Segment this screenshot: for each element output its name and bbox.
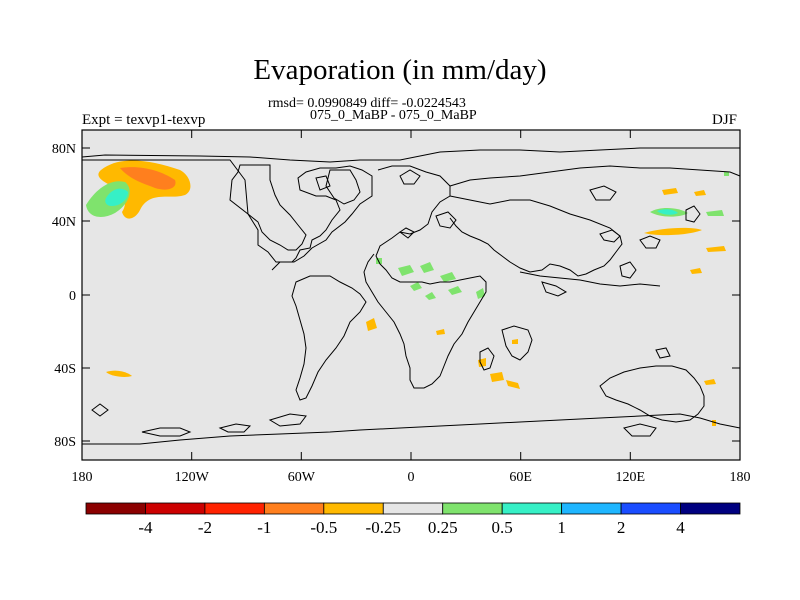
patch-green: [724, 172, 729, 176]
lon-tick-label: 120E: [616, 470, 646, 485]
colorbar-label: -4: [115, 518, 175, 538]
lat-tick-label: 40N: [52, 215, 76, 230]
colorbar-swatch: [205, 503, 264, 514]
colorbar-swatch: [443, 503, 502, 514]
lat-tick-label: 80S: [54, 435, 76, 450]
colorbar-label: -0.5: [294, 518, 354, 538]
lat-tick-label: 40S: [54, 362, 76, 377]
lon-tick-label: 180: [72, 470, 93, 485]
colorbar-label: 1: [532, 518, 592, 538]
lon-tick-label: 180: [730, 470, 751, 485]
lat-tick-label: 0: [69, 289, 76, 304]
colorbar-swatch: [324, 503, 383, 514]
colorbar-label: 0.5: [472, 518, 532, 538]
colorbar-swatch: [562, 503, 621, 514]
colorbar-label: 0.25: [413, 518, 473, 538]
colorbar-label: -2: [175, 518, 235, 538]
colorbar: [86, 503, 740, 514]
colorbar-swatch: [86, 503, 145, 514]
colorbar-swatch: [264, 503, 323, 514]
colorbar-swatch: [502, 503, 561, 514]
lat-tick-label: 80N: [52, 142, 76, 157]
lon-tick-label: 60W: [288, 470, 316, 485]
colorbar-swatch: [145, 503, 204, 514]
colorbar-label: 2: [591, 518, 651, 538]
lon-tick-label: 120W: [175, 470, 210, 485]
colorbar-label: 4: [651, 518, 711, 538]
colorbar-label: -1: [234, 518, 294, 538]
colorbar-label: -0.25: [353, 518, 413, 538]
colorbar-swatch: [383, 503, 442, 514]
lon-tick-label: 0: [408, 470, 415, 485]
lon-tick-label: 60E: [509, 470, 532, 485]
colorbar-swatch: [621, 503, 680, 514]
colorbar-swatch: [681, 503, 740, 514]
